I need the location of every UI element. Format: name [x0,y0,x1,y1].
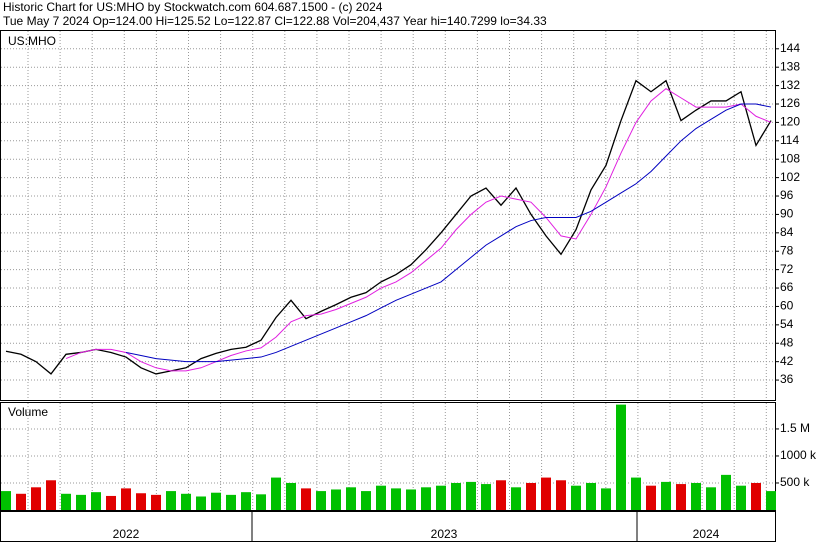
x-label: 2022 [113,527,140,541]
volume-bar [601,488,611,510]
volume-bar [421,487,431,510]
volume-bar [526,482,536,510]
volume-bar [751,482,761,510]
header-quote: Tue May 7 2024 Op=124.00 Hi=125.52 Lo=12… [3,14,547,28]
volume-bar [241,492,251,510]
price-line [5,79,772,375]
volume-panel [0,402,776,511]
y-tick-label: 138 [780,59,800,73]
volume-bar [496,480,506,510]
y-tick-label: 66 [780,280,794,294]
volume-bar [346,487,356,510]
volume-bar [586,482,596,510]
volume-bar [436,485,446,510]
volume-bar [736,485,746,510]
x-label: 2024 [693,527,720,541]
volume-bar [316,491,326,510]
y-tick-label: 60 [780,299,794,313]
volume-bar [196,496,206,510]
y-tick-label: 500 k [780,475,810,489]
y-tick-label: 132 [780,78,800,92]
volume-bar [466,481,476,510]
price-line [125,103,772,363]
volume-bar [571,485,581,510]
volume-bar [391,488,401,510]
volume-bar [1,491,11,510]
volume-bar [226,494,236,510]
y-tick-label: 36 [780,372,794,386]
volume-bar [181,493,191,510]
volume-bar [31,487,41,510]
volume-bar [151,494,161,510]
y-tick-label: 78 [780,243,794,257]
volume-bar [541,477,551,510]
y-tick-label: 102 [780,170,800,184]
y-tick-label: 1.5 M [780,421,810,435]
x-label: 2023 [431,527,458,541]
y-tick-label: 54 [780,317,794,331]
volume-bar [721,474,731,510]
volume-bar [691,482,701,510]
y-tick-label: 126 [780,96,800,110]
volume-bar [406,489,416,510]
y-tick-label: 96 [780,188,794,202]
volume-bar [481,484,491,510]
volume-bar [136,493,146,510]
y-tick-label: 114 [780,133,799,147]
volume-bar [676,484,686,510]
y-tick-label: 108 [780,151,800,165]
y-tick-label: 90 [780,207,794,221]
volume-bar [256,494,266,510]
volume-bar [166,491,176,510]
volume-bar [271,477,281,510]
volume-bar [91,492,101,510]
volume-bar [661,481,671,510]
date-panel [0,511,776,542]
volume-bar [76,494,86,510]
volume-bar [286,482,296,510]
volume-bar [301,488,311,510]
volume-bar [766,491,776,510]
y-tick-label: 1000 k [780,448,817,462]
volume-bar [376,485,386,510]
volume-bar [361,491,371,510]
volume-bar [646,485,656,510]
price-line [65,88,772,372]
volume-bar [451,482,461,510]
symbol-label: US:MHO [8,34,56,48]
volume-bar [556,480,566,510]
price-panel [0,30,776,401]
volume-bar [121,488,131,510]
header-title: Historic Chart for US:MHO by Stockwatch.… [3,0,383,14]
volume-bar [46,480,56,510]
volume-bar [511,487,521,510]
volume-bar [616,404,626,510]
volume-bar [631,477,641,510]
volume-bar [706,487,716,510]
y-tick-label: 42 [780,354,794,368]
volume-bar [331,489,341,510]
volume-bar [61,493,71,510]
volume-bar [106,495,116,510]
volume-bar [211,492,221,510]
y-tick-label: 144 [780,41,800,55]
y-tick-label: 72 [780,262,794,276]
volume-bar [16,493,26,510]
y-tick-label: 120 [780,115,800,129]
y-tick-label: 84 [780,225,794,239]
y-tick-label: 48 [780,335,794,349]
